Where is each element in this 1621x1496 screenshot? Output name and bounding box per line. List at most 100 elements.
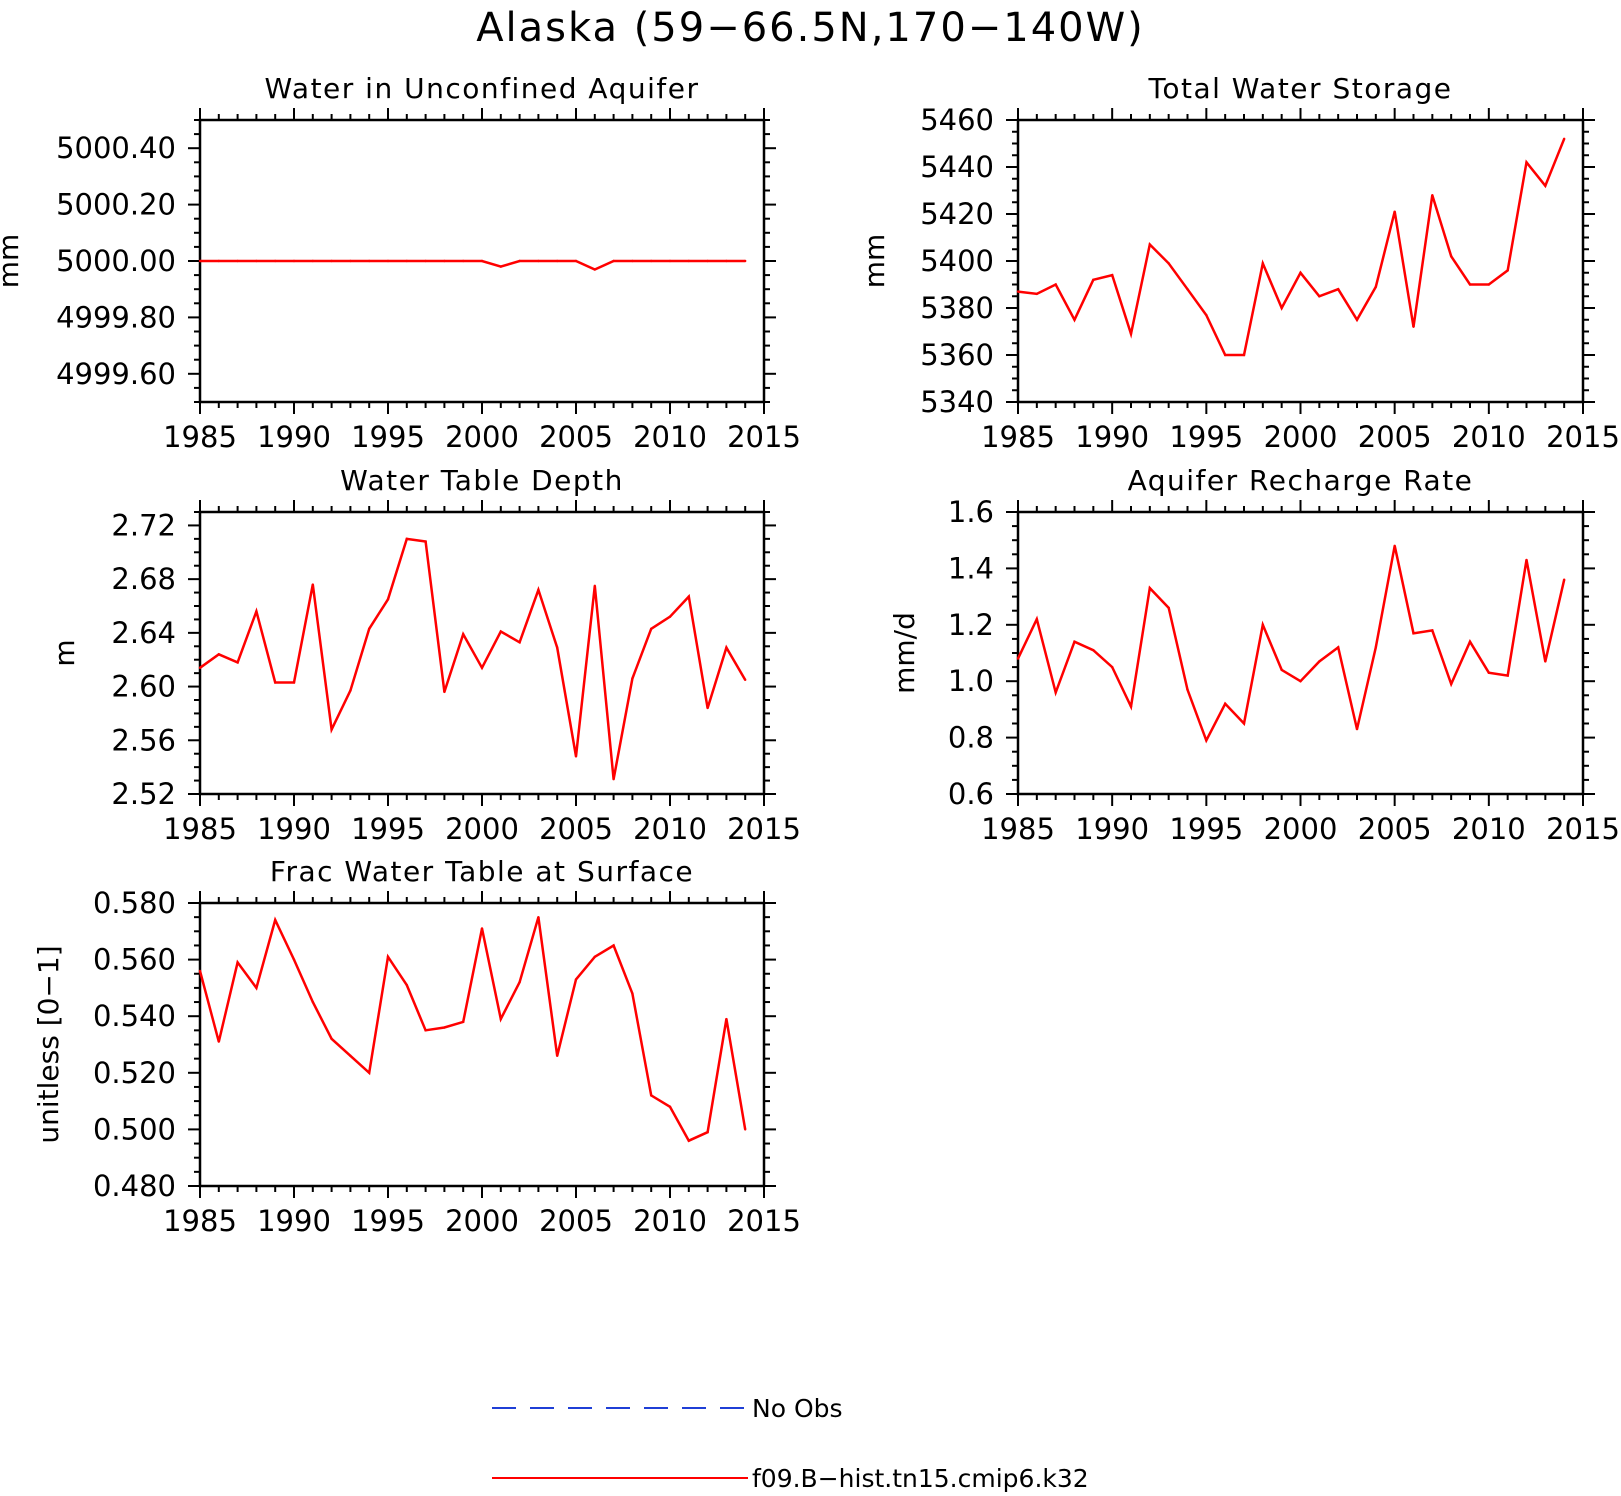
- data-point: [368, 259, 371, 263]
- data-point: [668, 1105, 672, 1108]
- chart-panel-5: Frac Water Table at Surface 1985 1990 1995 2…: [32, 855, 801, 1238]
- data-point: [330, 728, 333, 731]
- data-point: [236, 259, 239, 263]
- data-point: [349, 689, 352, 692]
- x-tick-label: 2010: [633, 1204, 707, 1238]
- data-point: [706, 1131, 709, 1134]
- data-point: [443, 1026, 446, 1029]
- data-point: [480, 666, 484, 669]
- data-point: [255, 986, 258, 990]
- data-point: [1073, 640, 1076, 643]
- data-point: [424, 1029, 427, 1032]
- plot-frame: [198, 510, 766, 796]
- data-point: [1299, 680, 1302, 683]
- data-point: [518, 259, 521, 263]
- x-tick-label: 1995: [1169, 420, 1243, 454]
- data-point: [593, 955, 596, 958]
- data-point: [556, 1054, 559, 1058]
- data-point: [443, 690, 446, 694]
- data-point: [1205, 739, 1208, 742]
- y-axis-label: m: [48, 639, 81, 666]
- x-tick-label: 1990: [257, 1204, 331, 1238]
- x-tick-label: 2005: [1358, 420, 1432, 454]
- plot-frame: [1016, 118, 1585, 404]
- y-tick-label: 2.56: [111, 723, 176, 757]
- y-tick-label: 0.580: [93, 886, 176, 920]
- data-point: [462, 259, 465, 263]
- x-tick-label: 1985: [163, 1204, 237, 1238]
- data-point: [744, 678, 747, 682]
- data-point: [725, 259, 728, 263]
- data-point: [1393, 210, 1396, 213]
- figure-title: Alaska (59−66.5N,170−140W): [476, 5, 1145, 51]
- data-point: [706, 259, 709, 263]
- x-tick-label: 2015: [1546, 420, 1620, 454]
- chart-panel-4: Aquifer Recharge Rate 1985 1990 1995 2000 200…: [888, 464, 1620, 846]
- chart-panel-1: Water in Unconfined Aquifer 1985 1990 1995 2…: [0, 72, 801, 454]
- data-point: [1167, 606, 1170, 610]
- x-tick-label: 1985: [163, 420, 237, 454]
- data-point: [537, 915, 540, 919]
- panel-title: Frac Water Table at Surface: [270, 855, 694, 888]
- data-point: [1544, 660, 1547, 663]
- data-point: [612, 259, 615, 263]
- data-point: [1487, 671, 1491, 674]
- data-point: [1205, 313, 1208, 317]
- data-point: [255, 610, 258, 613]
- data-point: [1092, 278, 1095, 281]
- data-point: [499, 1017, 502, 1021]
- x-tick-label: 2010: [1452, 420, 1526, 454]
- y-tick-label: 4999.60: [56, 357, 176, 391]
- y-tick-label: 5360: [920, 338, 994, 372]
- data-point: [668, 259, 672, 263]
- data-point: [1035, 617, 1039, 621]
- x-tick-label: 1995: [351, 420, 425, 454]
- x-tick-label: 2005: [539, 812, 613, 846]
- data-point: [1186, 688, 1189, 691]
- data-point: [1092, 648, 1095, 652]
- data-point: [198, 259, 202, 263]
- data-point: [236, 661, 239, 664]
- legend-label-model: f09.B−hist.tn15.cmip6.k32: [752, 1464, 1089, 1493]
- y-tick-label: 0.480: [93, 1169, 176, 1203]
- x-tick-label: 2010: [633, 420, 707, 454]
- x-tick-label: 2005: [539, 420, 613, 454]
- data-point: [1261, 262, 1265, 265]
- x-tick-label: 2000: [1264, 812, 1338, 846]
- x-tick-label: 1985: [981, 420, 1055, 454]
- data-point: [1318, 295, 1321, 298]
- data-point: [1562, 137, 1566, 140]
- x-tick-label: 1995: [351, 1204, 425, 1238]
- data-point: [386, 598, 390, 601]
- data-point: [292, 259, 296, 263]
- data-point: [518, 981, 521, 984]
- y-tick-label: 0.540: [93, 999, 176, 1033]
- x-tick-label: 2015: [727, 812, 801, 846]
- data-point: [311, 1000, 314, 1004]
- y-tick-label: 1.6: [948, 495, 994, 529]
- data-point: [480, 927, 484, 930]
- data-point: [198, 666, 202, 669]
- y-tick-label: 5380: [920, 291, 994, 325]
- y-tick-label: 1.0: [948, 664, 994, 698]
- series-line: [1017, 138, 1566, 357]
- x-tick-label: 2005: [1358, 812, 1432, 846]
- data-point: [1016, 290, 1020, 293]
- data-point: [518, 641, 521, 644]
- x-tick-label: 2010: [633, 812, 707, 846]
- data-point: [1393, 544, 1396, 548]
- data-point: [1468, 640, 1472, 643]
- data-point: [1110, 665, 1114, 669]
- series-line: [199, 537, 747, 780]
- chart-panels: Water in Unconfined Aquifer 1985 1990 1995 2…: [0, 72, 1620, 1238]
- x-tick-label: 2015: [727, 1204, 801, 1238]
- data-point: [368, 1071, 371, 1075]
- data-point: [631, 992, 634, 995]
- data-point: [537, 588, 540, 592]
- x-tick-label: 1990: [257, 420, 331, 454]
- y-tick-label: 2.60: [111, 670, 176, 704]
- data-point: [499, 630, 502, 633]
- x-tick-label: 1995: [351, 812, 425, 846]
- data-point: [725, 1017, 728, 1021]
- data-point: [1280, 668, 1283, 672]
